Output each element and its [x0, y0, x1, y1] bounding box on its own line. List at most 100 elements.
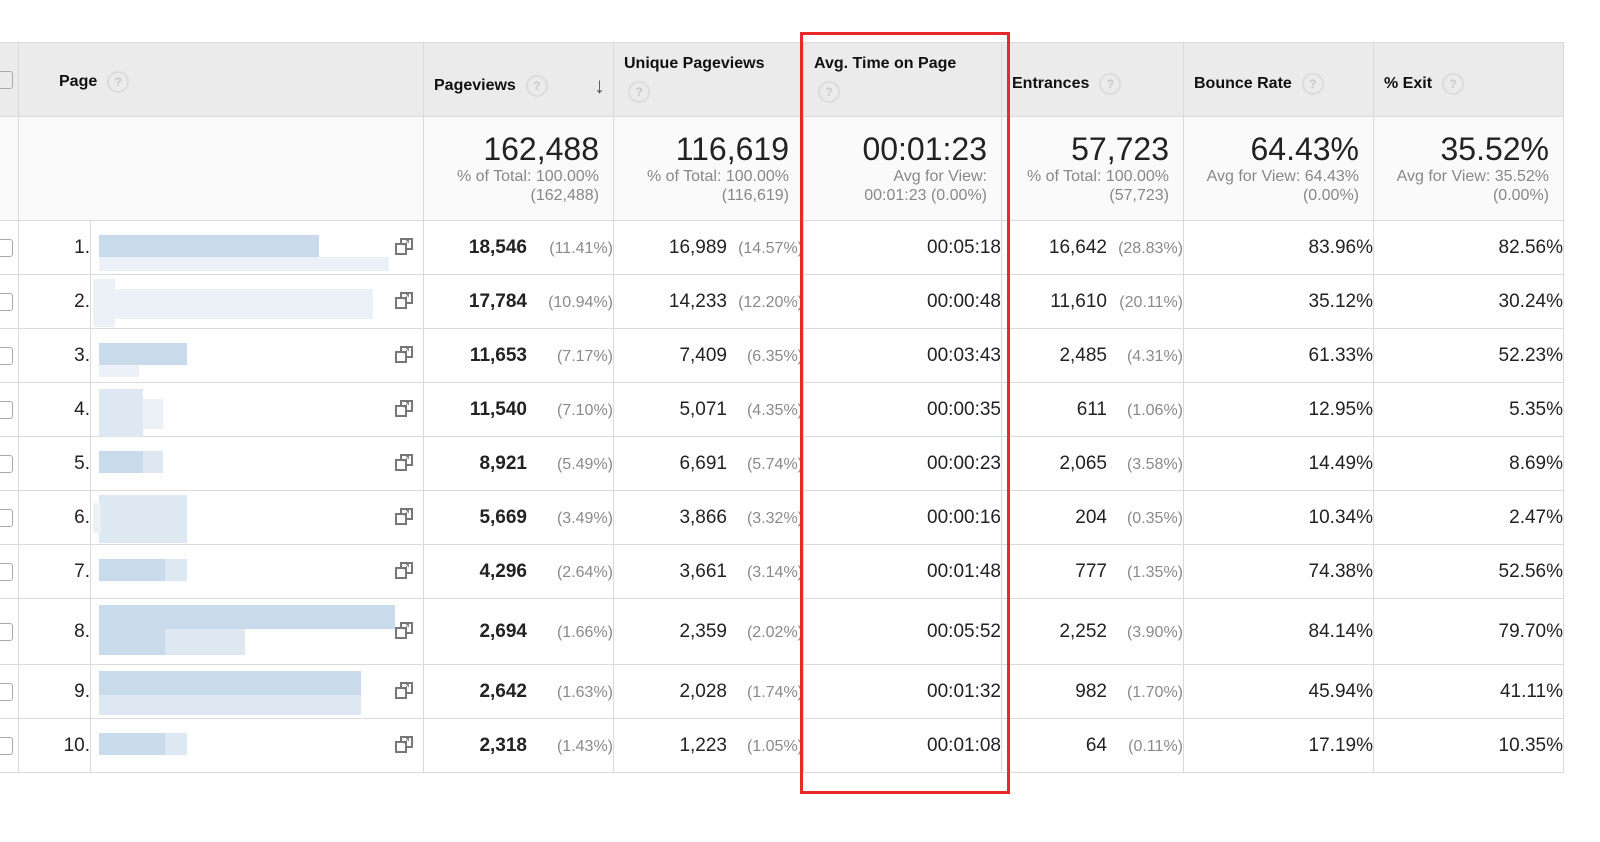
avg-time-value: 00:01:32 — [927, 680, 1001, 702]
page-path-cell[interactable]: ↗ — [90, 718, 424, 773]
unique-pageviews-percent: (4.35%) — [746, 401, 803, 419]
open-page-icon[interactable]: ↗ — [395, 345, 413, 364]
help-icon[interactable]: ? — [1301, 73, 1324, 95]
row-checkbox-cell — [0, 220, 19, 275]
bounce-rate-cell: 10.34% — [1183, 490, 1374, 545]
table-row: 6. ↗ 5,669 (3.49%) 3,866 (3.32%) 00:00:16 204 (0… — [0, 490, 1564, 545]
row-checkbox[interactable] — [0, 238, 13, 257]
avg-time-value: 00:03:43 — [927, 344, 1001, 366]
redacted-page-path — [99, 559, 165, 581]
page-column-header[interactable]: Page? — [18, 42, 424, 117]
row-checkbox[interactable] — [0, 622, 13, 641]
entrances-value: 11,610 — [1050, 290, 1107, 312]
sort-descending-icon[interactable]: ↓ — [594, 73, 605, 98]
unique-pageviews-column-header[interactable]: Unique Pageviews? — [613, 42, 804, 117]
help-icon[interactable]: ? — [525, 75, 548, 97]
exit-value: 30.24% — [1498, 290, 1563, 312]
redacted-page-path — [99, 605, 395, 629]
row-checkbox[interactable] — [0, 454, 13, 473]
bounce-rate-value: 83.96% — [1308, 236, 1373, 258]
redacted-page-path — [99, 629, 165, 655]
redacted-page-path — [99, 671, 361, 695]
unique-pageviews-cell: 7,409 (6.35%) — [613, 328, 804, 383]
exit-column-header[interactable]: % Exit? — [1373, 42, 1564, 117]
help-icon[interactable]: ? — [1442, 73, 1465, 95]
total-exit: 35.52% Avg for View: 35.52% (0.00%) — [1373, 116, 1564, 221]
open-page-icon[interactable]: ↗ — [395, 561, 413, 580]
open-page-icon[interactable]: ↗ — [395, 681, 413, 700]
entrances-percent: (1.35%) — [1126, 563, 1183, 581]
redacted-page-path — [93, 279, 115, 327]
total-entrances-share: % of Total: 100.00% — [1026, 168, 1169, 185]
help-icon[interactable]: ? — [107, 71, 130, 93]
unique-pageviews-percent: (3.32%) — [746, 509, 803, 527]
exit-cell: 52.23% — [1373, 328, 1564, 383]
entrances-cell: 2,485 (4.31%) — [1001, 328, 1184, 383]
open-page-icon[interactable]: ↗ — [395, 507, 413, 526]
page-path-cell[interactable]: ↗ — [90, 328, 424, 383]
row-checkbox-cell — [0, 544, 19, 599]
avg-time-value: 00:00:35 — [927, 398, 1001, 420]
open-page-icon[interactable]: ↗ — [395, 237, 413, 256]
page-path-cell[interactable]: ↗ — [90, 664, 424, 719]
bounce-rate-value: 84.14% — [1308, 620, 1373, 642]
pageviews-column-header[interactable]: Pageviews? ↓ — [423, 42, 614, 117]
row-checkbox[interactable] — [0, 292, 13, 311]
page-path-cell[interactable]: ↗ — [90, 382, 424, 437]
pageviews-percent: (2.64%) — [556, 563, 613, 581]
row-index: 5. — [18, 436, 91, 491]
unique-pageviews-cell: 14,233 (12.20%) — [613, 274, 804, 329]
open-page-icon[interactable]: ↗ — [395, 291, 413, 310]
entrances-value: 16,642 — [1048, 236, 1107, 258]
avg-time-column-header[interactable]: Avg. Time on Page? — [803, 42, 1002, 117]
redacted-page-path — [99, 733, 165, 755]
bounce-rate-column-header[interactable]: Bounce Rate? — [1183, 42, 1374, 117]
row-checkbox[interactable] — [0, 562, 13, 581]
unique-pageviews-header-label: Unique Pageviews — [624, 55, 765, 72]
help-icon[interactable]: ? — [628, 81, 650, 103]
page-path-cell[interactable]: ↗ — [90, 436, 424, 491]
avg-time-cell: 00:00:35 — [803, 382, 1002, 437]
page-path-cell[interactable]: ↗ — [90, 274, 424, 329]
unique-pageviews-percent: (1.05%) — [746, 737, 803, 755]
help-icon[interactable]: ? — [818, 81, 840, 103]
row-checkbox[interactable] — [0, 400, 13, 419]
avg-time-cell: 00:00:16 — [803, 490, 1002, 545]
unique-pageviews-percent: (6.35%) — [746, 347, 803, 365]
exit-cell: 30.24% — [1373, 274, 1564, 329]
bounce-rate-cell: 61.33% — [1183, 328, 1374, 383]
help-icon[interactable]: ? — [1099, 73, 1122, 95]
unique-pageviews-value: 2,359 — [679, 620, 727, 642]
total-unique-pageviews-count: (116,619) — [721, 187, 789, 204]
pageviews-cell: 17,784 (10.94%) — [423, 274, 614, 329]
total-avg-time-label: Avg for View: — [893, 168, 987, 185]
row-checkbox[interactable] — [0, 736, 13, 755]
pageviews-cell: 8,921 (5.49%) — [423, 436, 614, 491]
select-all-cell — [0, 42, 19, 117]
row-index: 4. — [18, 382, 91, 437]
open-page-icon[interactable]: ↗ — [395, 399, 413, 418]
page-path-cell[interactable]: ↗ — [90, 598, 424, 665]
open-page-icon[interactable]: ↗ — [395, 621, 413, 640]
open-page-icon[interactable]: ↗ — [395, 735, 413, 754]
unique-pageviews-cell: 2,028 (1.74%) — [613, 664, 804, 719]
open-page-icon[interactable]: ↗ — [395, 453, 413, 472]
row-checkbox[interactable] — [0, 508, 13, 527]
entrances-column-header[interactable]: Entrances? — [1001, 42, 1184, 117]
bounce-rate-value: 45.94% — [1308, 680, 1373, 702]
exit-cell: 2.47% — [1373, 490, 1564, 545]
page-path-cell[interactable]: ↗ — [90, 220, 424, 275]
bounce-rate-value: 14.49% — [1308, 452, 1373, 474]
pageviews-percent: (7.10%) — [556, 401, 613, 419]
row-checkbox[interactable] — [0, 346, 13, 365]
page-path-cell[interactable]: ↗ — [90, 544, 424, 599]
table-body: 1. ↗ 18,546 (11.41%) 16,989 (14.57%) 00:05:18 1… — [0, 220, 1564, 773]
page-path-cell[interactable]: ↗ — [90, 490, 424, 545]
pageviews-percent: (1.63%) — [556, 683, 613, 701]
redacted-page-path — [99, 343, 187, 365]
row-checkbox[interactable] — [0, 682, 13, 701]
pageviews-percent: (5.49%) — [556, 455, 613, 473]
select-all-checkbox[interactable] — [0, 71, 13, 89]
total-pageviews-value: 162,488 — [483, 131, 599, 167]
avg-time-value: 00:00:23 — [927, 452, 1001, 474]
